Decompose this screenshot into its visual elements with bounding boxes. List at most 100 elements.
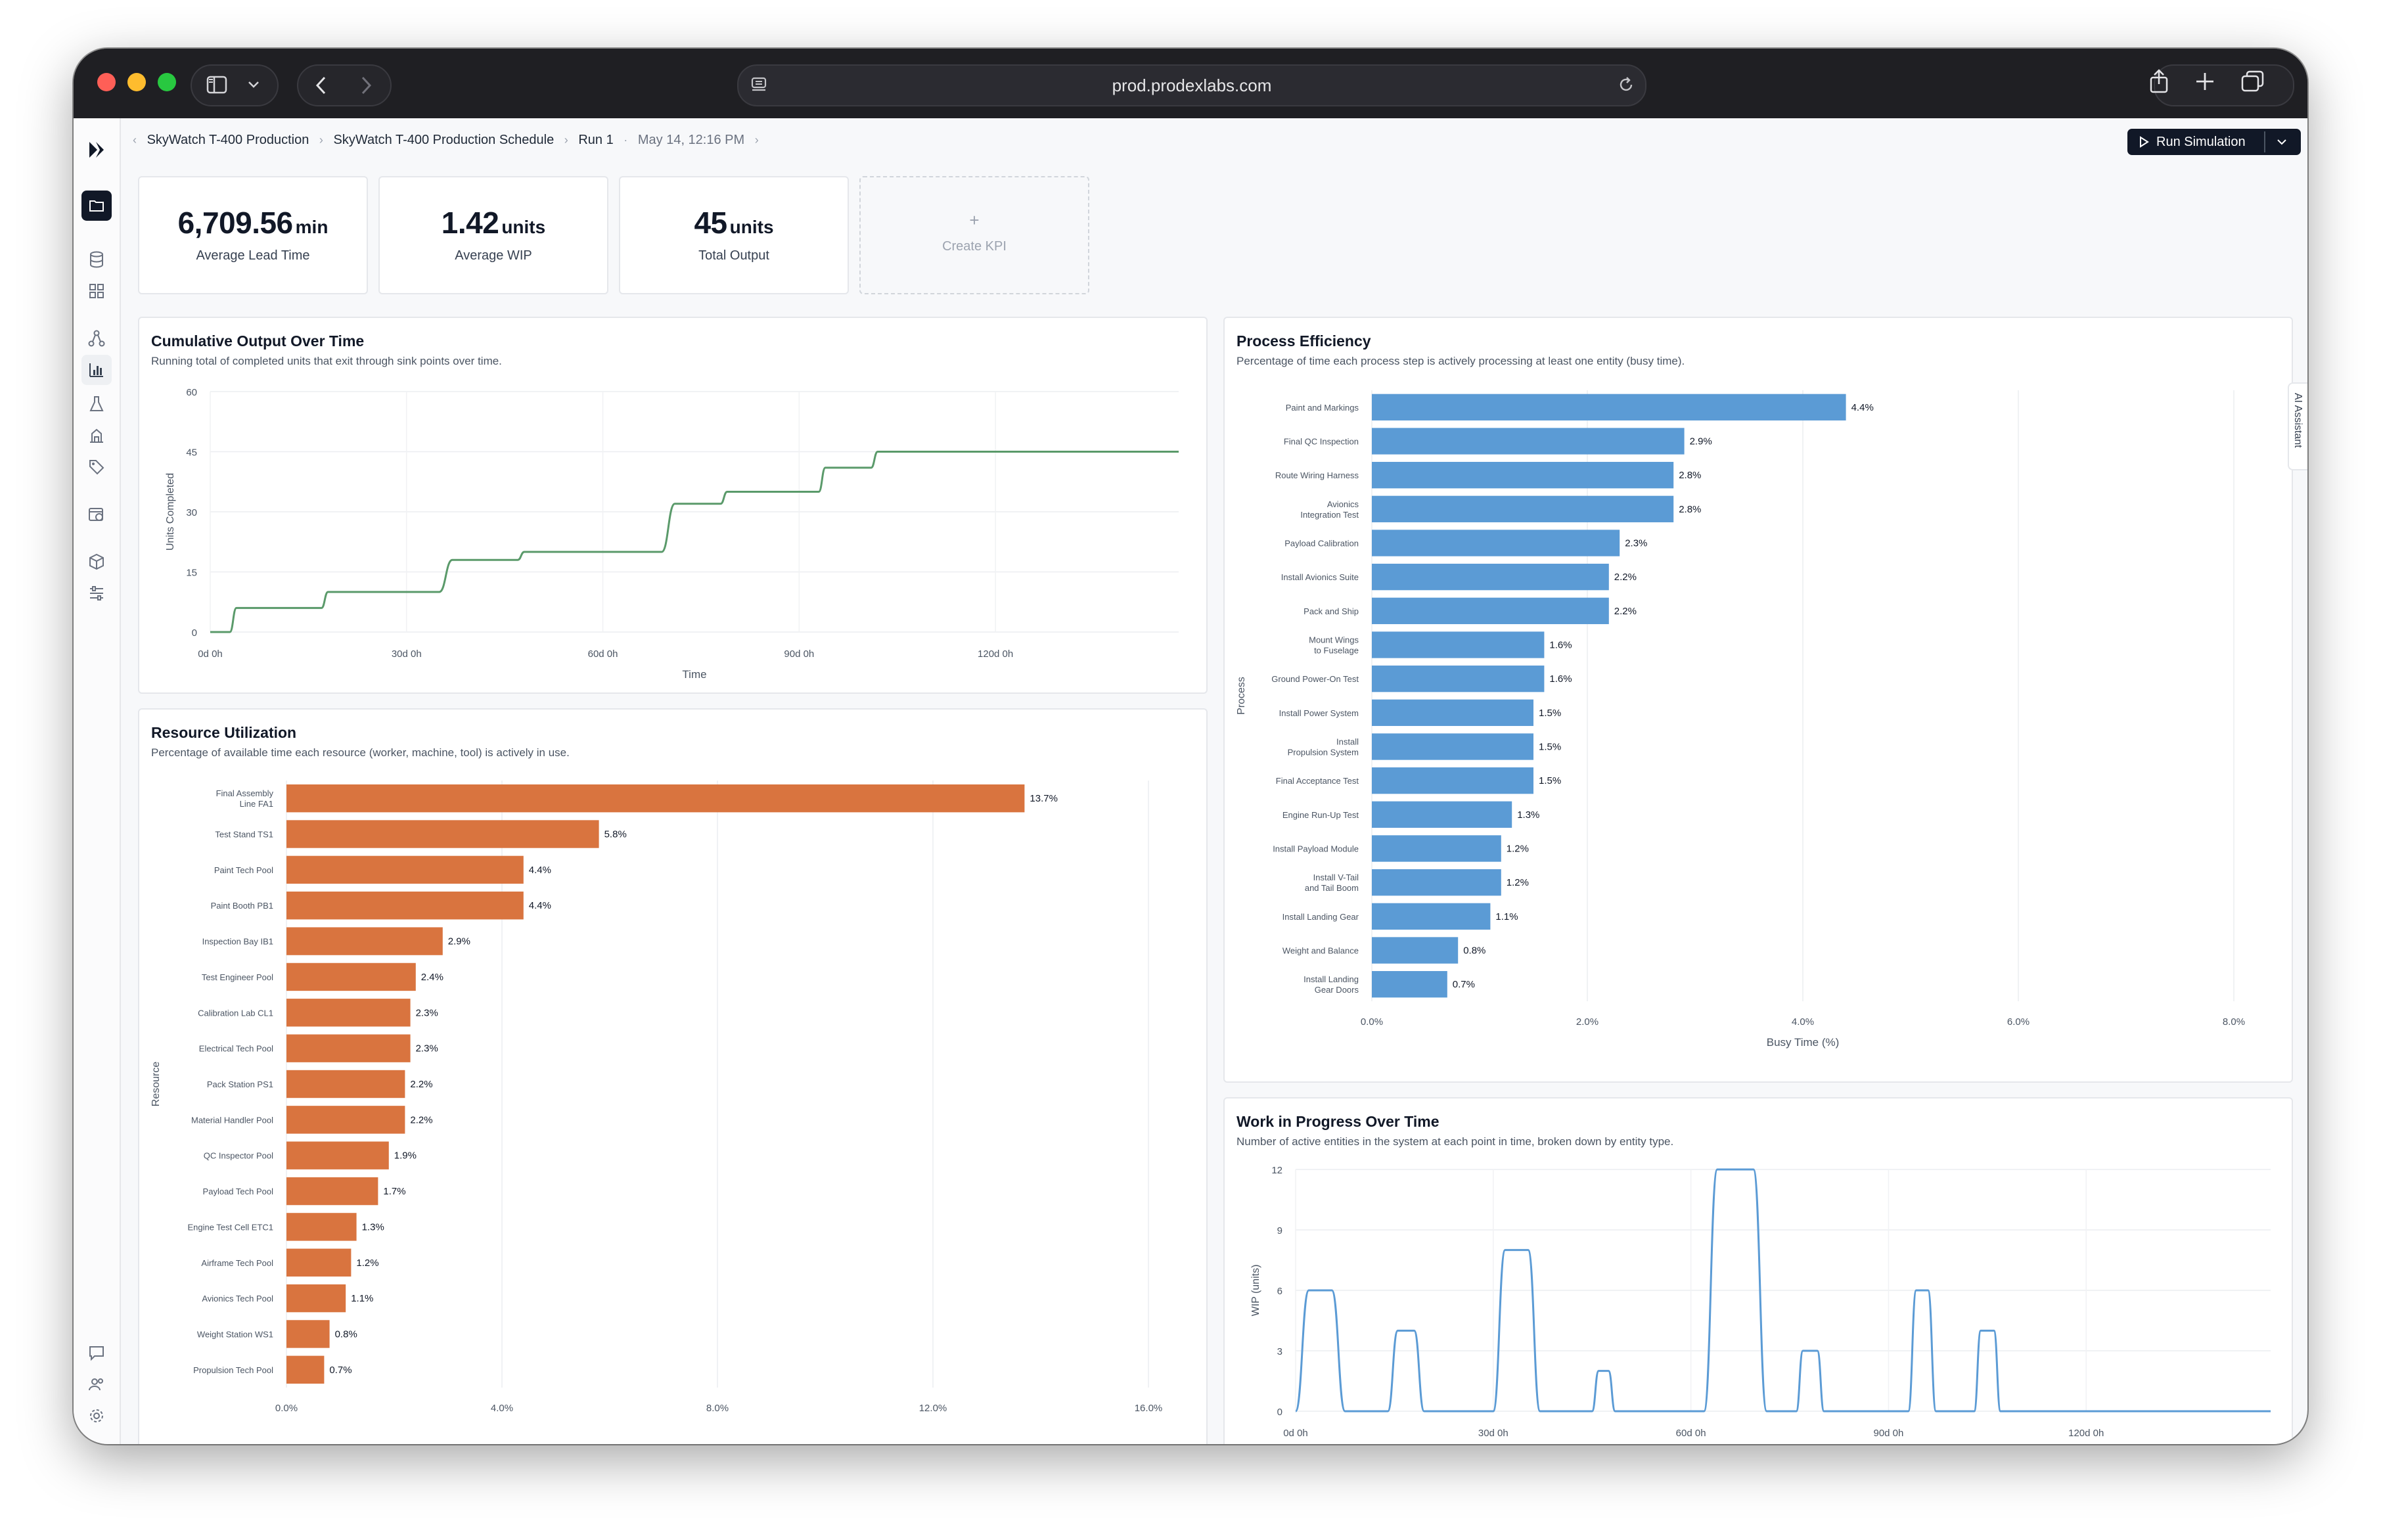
breadcrumb-schedule[interactable]: SkyWatch T-400 Production Schedule (333, 133, 555, 148)
share-icon[interactable] (2147, 68, 2171, 95)
category-label: Install Payload Module (1273, 844, 1359, 854)
close-window-button[interactable] (97, 73, 116, 91)
sidebar-item-reports[interactable] (87, 426, 106, 445)
resource-utilization-card: Resource Utilization Percentage of avail… (138, 708, 1208, 1444)
create-kpi-button[interactable]: + Create KPI (859, 176, 1089, 294)
sidebar-toggle-button[interactable] (191, 64, 279, 106)
x-tick-label: 0.0% (275, 1403, 298, 1414)
reload-icon[interactable] (1618, 76, 1635, 93)
category-label: Line FA1 (240, 799, 273, 809)
chevron-right-icon[interactable]: › (754, 133, 759, 147)
chevron-left-icon[interactable]: ‹ (133, 133, 137, 147)
bar (1372, 631, 1545, 658)
address-bar[interactable]: prod.prodexlabs.com (737, 64, 1646, 106)
kpi-number: 6,709.56 (177, 206, 294, 240)
kpi-value: 1.42 units (380, 205, 607, 240)
kpi-card-wip[interactable]: 1.42 units Average WIP (378, 176, 608, 294)
sidebar-item-results[interactable] (81, 355, 112, 385)
minimize-window-button[interactable] (127, 73, 146, 91)
y-tick-label: 30 (186, 507, 197, 518)
sidebar-item-users[interactable] (87, 1374, 106, 1394)
category-label: Weight Station WS1 (197, 1329, 273, 1339)
bar (1372, 495, 1674, 522)
sidebar-item-database[interactable] (87, 250, 106, 269)
category-label: Paint and Markings (1286, 403, 1359, 413)
x-axis-label: Time (682, 668, 706, 681)
app-sidebar (74, 118, 121, 1444)
sidebar-item-feedback[interactable] (87, 1343, 106, 1363)
bar-value-label: 2.8% (1679, 504, 1701, 515)
x-tick-label: 120d 0h (978, 648, 1013, 660)
y-tick-label: 12 (1271, 1165, 1282, 1176)
back-icon[interactable] (313, 76, 330, 95)
bar (286, 1320, 330, 1348)
category-label: Install Avionics Suite (1281, 572, 1359, 582)
sidebar-item-schedule[interactable] (87, 505, 106, 524)
breadcrumb-project[interactable]: SkyWatch T-400 Production (147, 133, 309, 148)
category-label: Paint Booth PB1 (211, 901, 273, 911)
calendar-clock-icon (89, 508, 103, 521)
sidebar-item-dashboard[interactable] (87, 281, 106, 301)
category-label: Final Acceptance Test (1276, 776, 1359, 786)
x-tick-label: 4.0% (491, 1403, 513, 1414)
bar-value-label: 0.8% (335, 1328, 357, 1340)
bar (286, 1284, 346, 1313)
bar-value-label: 1.5% (1539, 742, 1561, 753)
sidebar-item-experiments[interactable] (87, 394, 106, 414)
play-icon (2140, 136, 2149, 148)
bar (1372, 801, 1512, 828)
kpi-value: 45 units (620, 205, 848, 240)
run-simulation-button[interactable]: Run Simulation (2127, 129, 2301, 155)
bar-value-label: 1.2% (356, 1257, 378, 1269)
bar-value-label: 0.7% (1453, 979, 1475, 990)
card-title: Resource Utilization (151, 724, 297, 741)
category-label: Calibration Lab CL1 (198, 1008, 273, 1018)
bar (286, 927, 443, 955)
kpi-card-lead-time[interactable]: 6,709.56 min Average Lead Time (138, 176, 368, 294)
category-label: Propulsion Tech Pool (193, 1365, 273, 1375)
kpi-unit: units (501, 217, 546, 237)
sidebar-item-tags[interactable] (87, 457, 106, 477)
sidebar-item-packages[interactable] (87, 552, 106, 572)
sidebar-item-settings[interactable] (87, 1406, 106, 1426)
new-tab-icon[interactable] (2194, 71, 2215, 92)
url-text: prod.prodexlabs.com (1112, 76, 1272, 95)
y-axis-label: Process (1236, 677, 1247, 715)
forward-icon[interactable] (357, 76, 374, 95)
series-line (1294, 1168, 2271, 1413)
logo-icon[interactable] (87, 139, 108, 160)
sidebar-item-files[interactable] (81, 191, 112, 221)
x-tick-label: 90d 0h (784, 648, 814, 660)
breadcrumb-separator-icon: · (624, 133, 628, 147)
x-tick-label: 6.0% (2007, 1016, 2030, 1028)
category-label: and Tail Boom (1305, 883, 1359, 893)
card-subtitle: Percentage of available time each resour… (151, 746, 570, 759)
chevron-down-icon[interactable] (2276, 138, 2288, 146)
ai-assistant-tab[interactable]: AI Assistant (2288, 382, 2307, 470)
category-label: Install Landing (1304, 974, 1359, 984)
breadcrumb-run[interactable]: Run 1 (578, 133, 614, 148)
y-tick-label: 0 (1277, 1407, 1282, 1418)
category-label: Install Power System (1279, 708, 1359, 718)
app-content: ‹ SkyWatch T-400 Production › SkyWatch T… (74, 118, 2307, 1444)
chevron-down-icon (248, 81, 259, 88)
plus-icon: + (969, 210, 980, 230)
bar (286, 1177, 378, 1206)
x-tick-label: 0d 0h (198, 648, 223, 660)
tab-overview-icon[interactable] (2240, 70, 2265, 93)
bar (286, 1106, 405, 1134)
page-menu-icon[interactable] (750, 76, 767, 93)
run-simulation-label: Run Simulation (2156, 135, 2246, 149)
y-tick-label: 9 (1277, 1225, 1282, 1236)
category-label: Pack Station PS1 (207, 1079, 273, 1089)
maximize-window-button[interactable] (158, 73, 176, 91)
bar (286, 820, 599, 848)
y-axis-label: Resource (150, 1062, 162, 1107)
kpi-card-output[interactable]: 45 units Total Output (619, 176, 849, 294)
category-label: Engine Run-Up Test (1282, 810, 1359, 820)
sidebar-item-settings-list[interactable] (87, 583, 106, 603)
sidebar-item-model[interactable] (87, 328, 106, 348)
bar-value-label: 0.8% (1463, 945, 1485, 957)
bar-value-label: 4.4% (529, 865, 551, 876)
wip-card: Work in Progress Over Time Number of act… (1223, 1097, 2293, 1444)
